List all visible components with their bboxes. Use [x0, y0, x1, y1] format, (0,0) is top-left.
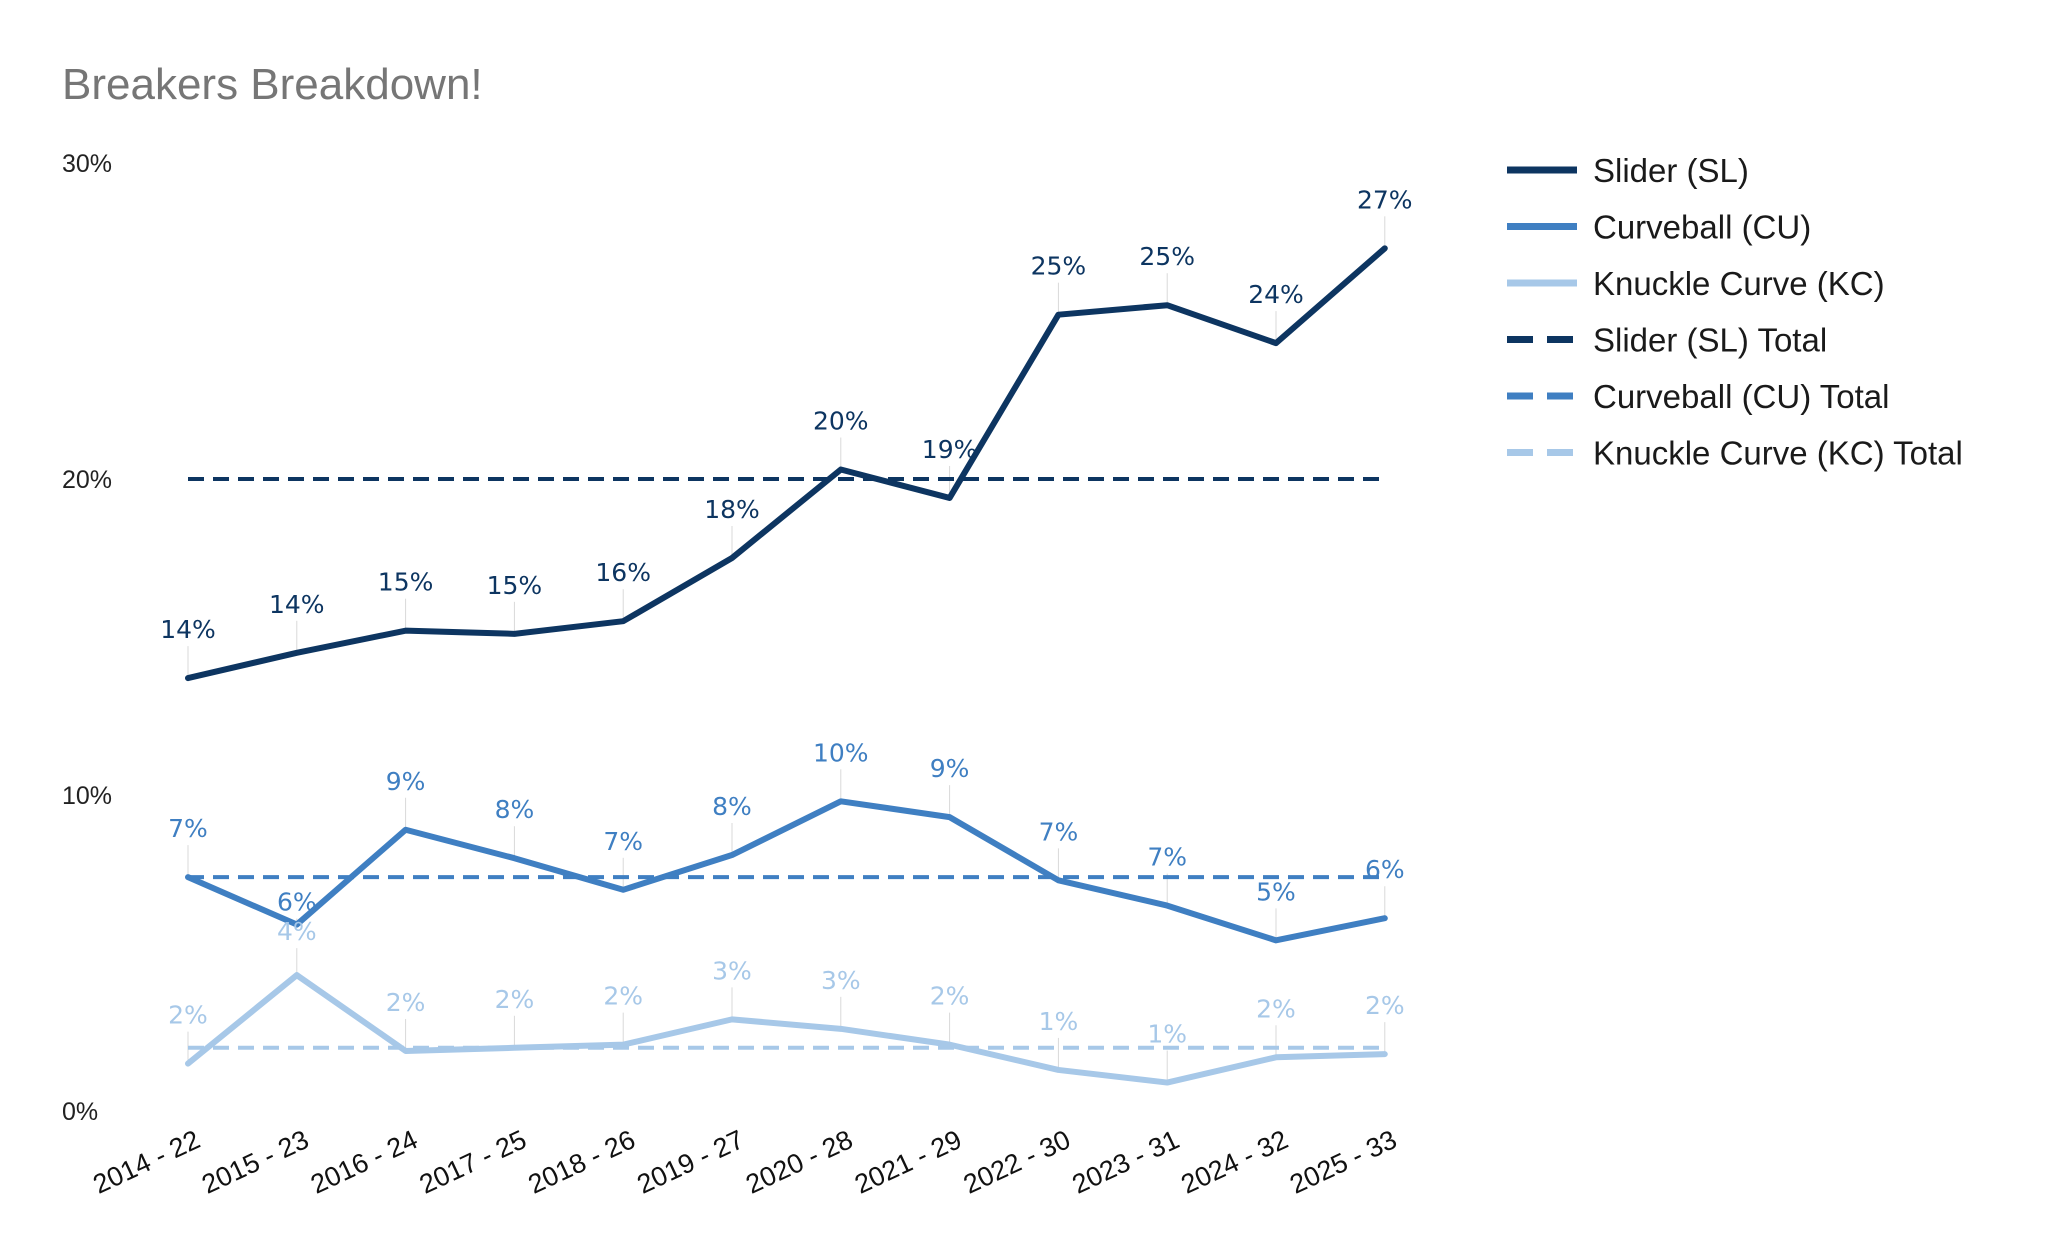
data-label: 25%: [1139, 242, 1195, 271]
data-label: 2%: [930, 982, 970, 1011]
x-tick-label: 2020 - 28: [741, 1124, 857, 1199]
data-label: 27%: [1357, 185, 1413, 214]
data-label: 6%: [1365, 855, 1405, 884]
data-label: 3%: [712, 956, 752, 985]
y-tick-label: 0%: [62, 1098, 98, 1126]
legend-label: Curveball (CU) Total: [1593, 378, 1889, 415]
x-tick-label: 2023 - 31: [1068, 1124, 1184, 1199]
legend-label: Slider (SL) Total: [1593, 322, 1827, 359]
data-label: 10%: [813, 738, 869, 767]
data-label: 7%: [1147, 843, 1187, 872]
data-label: 2%: [1365, 991, 1405, 1020]
data-label: 6%: [277, 888, 317, 917]
data-label: 1%: [1039, 1007, 1079, 1036]
data-label: 3%: [821, 966, 861, 995]
data-label: 2%: [603, 982, 643, 1011]
y-tick-label: 30%: [62, 150, 112, 178]
x-tick-label: 2014 - 22: [88, 1124, 204, 1199]
y-tick-label: 20%: [62, 466, 112, 494]
series-lines: [185, 245, 1388, 1086]
data-label: 14%: [269, 590, 325, 619]
legend-label: Slider (SL): [1593, 152, 1749, 189]
series-line-3: [185, 972, 1388, 1086]
x-tick-label: 2024 - 32: [1176, 1124, 1292, 1199]
data-label: 25%: [1031, 252, 1087, 281]
data-label: 9%: [386, 767, 426, 796]
x-tick-label: 2016 - 24: [306, 1124, 422, 1199]
data-label: 20%: [813, 407, 869, 436]
data-label: 14%: [160, 615, 216, 644]
series-line-1: [185, 245, 1388, 682]
data-label: 1%: [1147, 1020, 1187, 1049]
data-label: 4%: [277, 917, 317, 946]
data-label: 19%: [922, 435, 978, 464]
data-label: 15%: [487, 571, 543, 600]
x-tick-label: 2022 - 30: [959, 1124, 1075, 1199]
x-tick-label: 2015 - 23: [197, 1124, 313, 1199]
data-label: 7%: [168, 814, 208, 843]
legend-label: Knuckle Curve (KC): [1593, 265, 1885, 302]
data-label: 24%: [1248, 280, 1304, 309]
x-tick-label: 2018 - 26: [524, 1124, 640, 1199]
legend-label: Curveball (CU): [1593, 209, 1811, 246]
data-label: 2%: [386, 988, 426, 1017]
y-tick-label: 10%: [62, 782, 112, 810]
x-tick-label: 2019 - 27: [632, 1124, 748, 1199]
series-line-2: [185, 798, 1388, 944]
data-label: 7%: [1039, 817, 1079, 846]
data-label: 9%: [930, 754, 970, 783]
data-label: 5%: [1256, 877, 1296, 906]
data-label: 2%: [1256, 994, 1296, 1023]
chart-title: Breakers Breakdown!: [62, 60, 483, 109]
data-label-leaders: [187, 216, 1386, 1083]
data-label: 7%: [603, 827, 643, 856]
data-labels: 14% 14% 15% 15% 16% 18% 20% 19% 25% 25% 24% 27% 7% 6%…: [160, 185, 1412, 1048]
data-label: 16%: [595, 558, 651, 587]
x-tick-label: 2025 - 33: [1285, 1124, 1401, 1199]
legend: Slider (SL) Curveball (CU) Knuckle Curve (…: [1507, 152, 1963, 472]
data-label: 8%: [712, 792, 752, 821]
data-label: 18%: [704, 495, 760, 524]
data-label: 2%: [495, 985, 535, 1014]
y-axis: 0% 10% 20% 30%: [62, 150, 112, 1126]
x-tick-label: 2017 - 25: [415, 1124, 531, 1199]
data-label: 2%: [168, 1001, 208, 1030]
data-label: 8%: [495, 795, 535, 824]
x-tick-label: 2021 - 29: [850, 1124, 966, 1199]
data-label: 15%: [378, 568, 434, 597]
legend-label: Knuckle Curve (KC) Total: [1593, 435, 1963, 472]
